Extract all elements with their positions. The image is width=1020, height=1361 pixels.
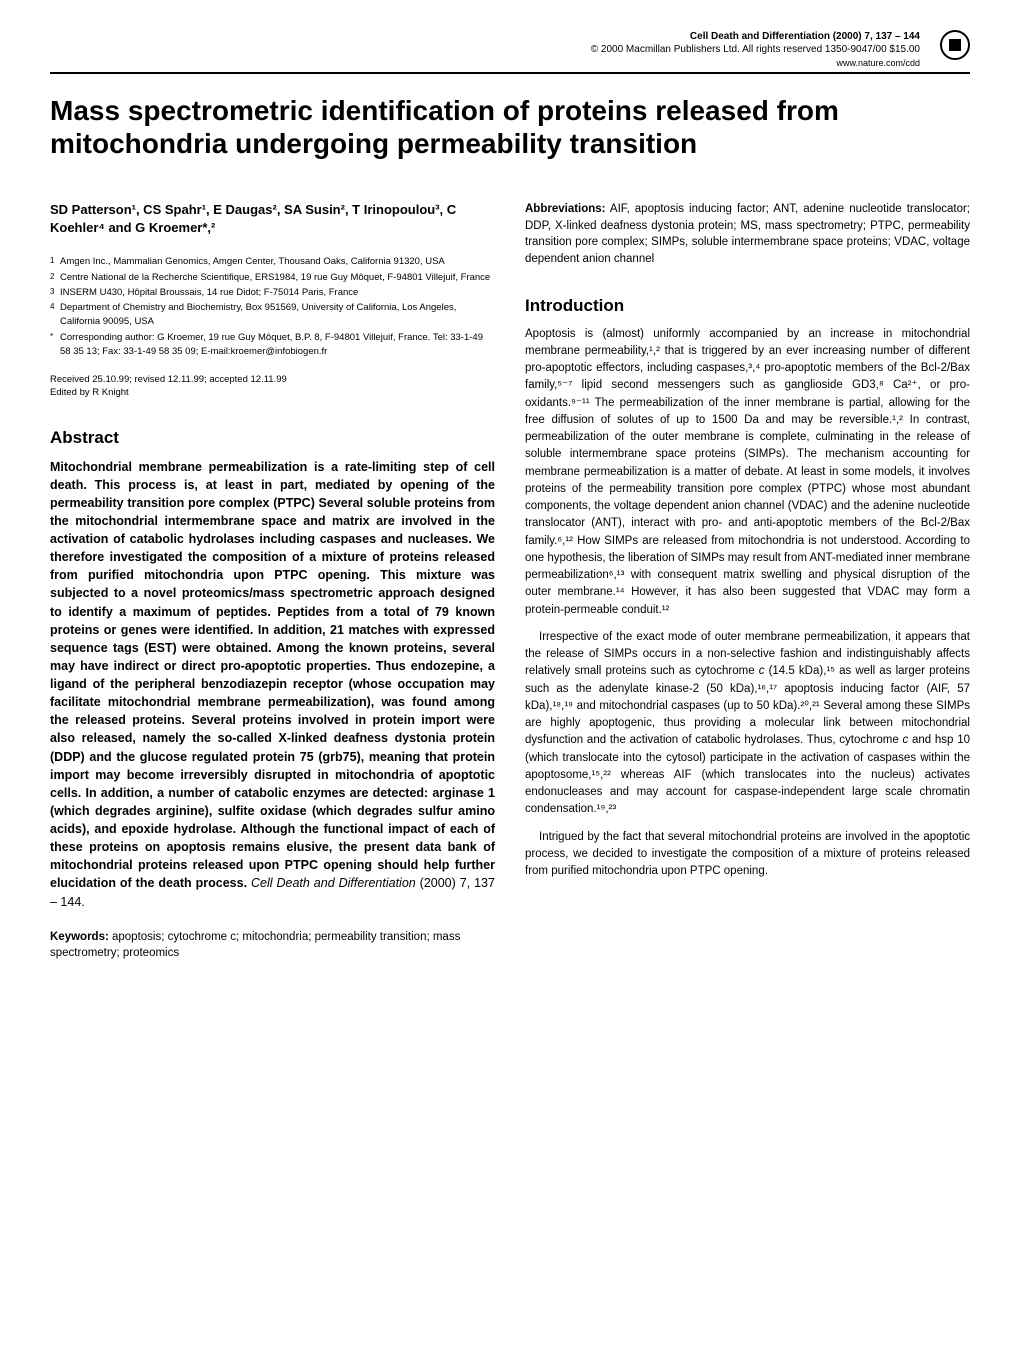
www-link: www.nature.com/cdd xyxy=(591,58,920,70)
intro-paragraph-1: Apoptosis is (almost) uniformly accompan… xyxy=(525,326,970,619)
article-title: Mass spectrometric identification of pro… xyxy=(50,94,970,161)
keywords-text: apoptosis; cytochrome c; mitochondria; p… xyxy=(50,931,460,959)
journal-line: Cell Death and Differentiation (2000) 7,… xyxy=(591,30,920,43)
introduction-body: Apoptosis is (almost) uniformly accompan… xyxy=(525,326,970,881)
publisher-logo-icon xyxy=(940,30,970,60)
affiliation-text: Centre National de la Recherche Scientif… xyxy=(60,271,490,285)
intro-paragraph-2: Irrespective of the exact mode of outer … xyxy=(525,629,970,819)
abbreviations-label: Abbreviations: xyxy=(525,203,606,215)
affiliation-text: INSERM U430, Hôpital Broussais, 14 rue D… xyxy=(60,286,358,300)
affiliation-sup: 1 xyxy=(50,255,60,269)
intro-paragraph-3: Intrigued by the fact that several mitoc… xyxy=(525,829,970,881)
keywords-block: Keywords: apoptosis; cytochrome c; mitoc… xyxy=(50,929,495,961)
affiliation-sup: 4 xyxy=(50,301,60,330)
abstract-heading: Abstract xyxy=(50,428,495,448)
affiliation-item: 2 Centre National de la Recherche Scient… xyxy=(50,271,495,285)
copyright-line: © 2000 Macmillan Publishers Ltd. All rig… xyxy=(591,43,920,56)
affiliation-text: Department of Chemistry and Biochemistry… xyxy=(60,301,495,330)
affiliation-sup: 3 xyxy=(50,286,60,300)
affiliation-sup: 2 xyxy=(50,271,60,285)
received-dates: Received 25.10.99; revised 12.11.99; acc… xyxy=(50,373,495,400)
journal-header: Cell Death and Differentiation (2000) 7,… xyxy=(50,30,970,74)
journal-info: Cell Death and Differentiation (2000) 7,… xyxy=(591,30,920,70)
introduction-heading: Introduction xyxy=(525,296,970,316)
left-column: SD Patterson¹, CS Spahr¹, E Daugas², SA … xyxy=(50,201,495,961)
abstract-body: Mitochondrial membrane permeabilization … xyxy=(50,458,495,911)
abbreviations-block: Abbreviations: AIF, apoptosis inducing f… xyxy=(525,201,970,268)
affiliation-item: 4 Department of Chemistry and Biochemist… xyxy=(50,301,495,330)
abstract-citation-journal: Cell Death and Differentiation xyxy=(251,876,416,890)
affiliation-text: Amgen Inc., Mammalian Genomics, Amgen Ce… xyxy=(60,255,445,269)
affiliation-item: 3 INSERM U430, Hôpital Broussais, 14 rue… xyxy=(50,286,495,300)
affiliation-item: 1 Amgen Inc., Mammalian Genomics, Amgen … xyxy=(50,255,495,269)
affiliation-item: * Corresponding author: G Kroemer, 19 ru… xyxy=(50,331,495,360)
intro-p2-c: and hsp 10 (which translocate into the c… xyxy=(525,734,970,815)
received-line: Received 25.10.99; revised 12.11.99; acc… xyxy=(50,373,495,386)
author-list: SD Patterson¹, CS Spahr¹, E Daugas², SA … xyxy=(50,201,495,237)
affiliations-block: 1 Amgen Inc., Mammalian Genomics, Amgen … xyxy=(50,255,495,359)
affiliation-text: Corresponding author: G Kroemer, 19 rue … xyxy=(60,331,495,360)
affiliation-sup: * xyxy=(50,331,60,360)
abstract-text: Mitochondrial membrane permeabilization … xyxy=(50,460,495,891)
edited-by-line: Edited by R Knight xyxy=(50,386,495,399)
keywords-label: Keywords: xyxy=(50,931,109,943)
two-column-layout: SD Patterson¹, CS Spahr¹, E Daugas², SA … xyxy=(50,201,970,961)
right-column: Abbreviations: AIF, apoptosis inducing f… xyxy=(525,201,970,961)
